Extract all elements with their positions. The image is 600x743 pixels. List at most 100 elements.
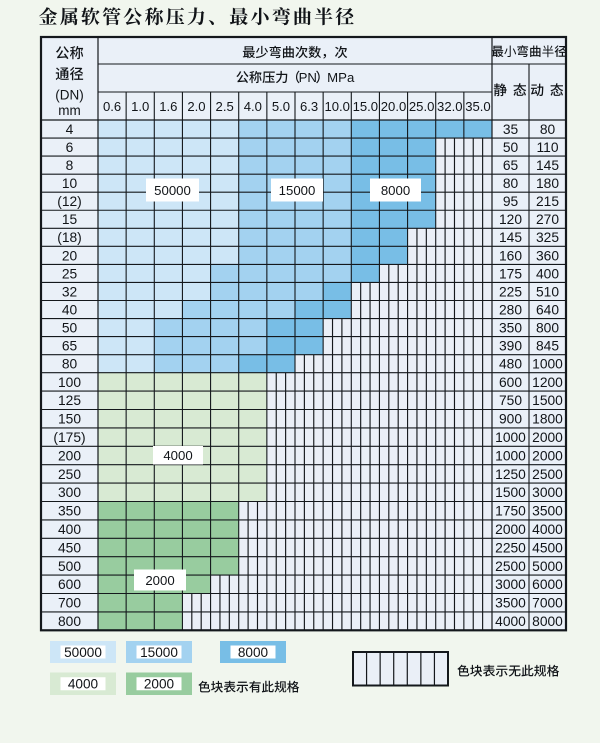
svg-text:4.0: 4.0 [244, 99, 262, 114]
svg-text:25.0: 25.0 [409, 99, 434, 114]
svg-text:350: 350 [58, 504, 81, 519]
svg-text:6.3: 6.3 [300, 99, 318, 114]
svg-text:50000: 50000 [154, 183, 191, 198]
svg-text:公称压力（PN）MPa: 公称压力（PN）MPa [236, 67, 355, 86]
svg-text:600: 600 [499, 375, 522, 390]
svg-text:2500: 2500 [495, 559, 526, 574]
svg-text:80: 80 [62, 357, 78, 372]
svg-text:80: 80 [540, 122, 556, 137]
svg-text:1000: 1000 [532, 357, 563, 372]
svg-text:1.6: 1.6 [159, 99, 177, 114]
svg-text:150: 150 [58, 412, 81, 427]
svg-text:通径: 通径 [55, 64, 83, 84]
svg-text:25: 25 [62, 266, 78, 281]
svg-text:5.0: 5.0 [272, 99, 290, 114]
svg-text:2000: 2000 [495, 522, 526, 537]
svg-text:2000: 2000 [532, 448, 563, 463]
svg-text:700: 700 [58, 596, 81, 611]
svg-text:8000: 8000 [238, 645, 269, 660]
svg-text:510: 510 [536, 284, 559, 299]
svg-text:160: 160 [499, 248, 522, 263]
svg-text:mm: mm [58, 103, 81, 118]
svg-text:15000: 15000 [279, 183, 316, 198]
svg-text:6: 6 [66, 140, 74, 155]
svg-text:1250: 1250 [495, 467, 526, 482]
svg-text:5000: 5000 [532, 559, 563, 574]
svg-text:50: 50 [62, 320, 78, 335]
svg-text:270: 270 [536, 212, 559, 227]
svg-text:2500: 2500 [532, 467, 563, 482]
svg-text:(175): (175) [53, 430, 85, 445]
svg-text:35.0: 35.0 [465, 99, 490, 114]
svg-text:65: 65 [503, 158, 519, 173]
svg-text:2000: 2000 [532, 430, 563, 445]
svg-text:32: 32 [62, 284, 77, 299]
svg-text:4000: 4000 [532, 522, 563, 537]
svg-text:0.6: 0.6 [103, 99, 121, 114]
svg-text:50: 50 [503, 140, 519, 155]
svg-text:800: 800 [58, 614, 81, 629]
svg-text:250: 250 [58, 467, 81, 482]
svg-text:8000: 8000 [381, 183, 410, 198]
svg-text:80: 80 [503, 176, 519, 191]
svg-text:360: 360 [536, 248, 559, 263]
svg-text:325: 325 [536, 230, 559, 245]
svg-text:180: 180 [536, 176, 559, 191]
svg-text:2.5: 2.5 [216, 99, 234, 114]
svg-text:125: 125 [58, 393, 81, 408]
svg-text:175: 175 [499, 266, 522, 281]
svg-text:8000: 8000 [532, 614, 563, 629]
svg-text:8: 8 [66, 158, 74, 173]
svg-text:7000: 7000 [532, 596, 563, 611]
svg-text:215: 215 [536, 194, 559, 209]
svg-text:最小弯曲半径: 最小弯曲半径 [491, 41, 567, 60]
svg-text:3000: 3000 [532, 485, 563, 500]
svg-text:4000: 4000 [68, 677, 99, 692]
svg-text:280: 280 [499, 302, 522, 317]
svg-text:800: 800 [536, 320, 559, 335]
svg-text:400: 400 [58, 522, 81, 537]
svg-text:480: 480 [499, 357, 522, 372]
svg-text:300: 300 [58, 485, 81, 500]
svg-text:15.0: 15.0 [353, 99, 378, 114]
svg-text:3000: 3000 [495, 577, 526, 592]
svg-text:225: 225 [499, 284, 522, 299]
svg-text:20.0: 20.0 [381, 99, 406, 114]
svg-text:2000: 2000 [144, 677, 175, 692]
svg-text:1500: 1500 [532, 393, 563, 408]
svg-text:640: 640 [536, 302, 559, 317]
svg-text:500: 500 [58, 559, 81, 574]
svg-text:15: 15 [62, 212, 78, 227]
svg-text:1.0: 1.0 [131, 99, 149, 114]
svg-text:145: 145 [499, 230, 522, 245]
svg-text:32.0: 32.0 [437, 99, 462, 114]
svg-text:600: 600 [58, 577, 81, 592]
svg-text:色块表示有此规格: 色块表示有此规格 [198, 677, 300, 696]
svg-text:2.0: 2.0 [187, 99, 205, 114]
svg-text:1000: 1000 [495, 430, 526, 445]
svg-text:1200: 1200 [532, 375, 563, 390]
svg-text:6000: 6000 [532, 577, 563, 592]
svg-text:145: 145 [536, 158, 559, 173]
svg-text:10.0: 10.0 [324, 99, 349, 114]
svg-text:20: 20 [62, 248, 78, 263]
svg-text:35: 35 [503, 122, 519, 137]
svg-text:2000: 2000 [145, 573, 174, 588]
svg-text:1800: 1800 [532, 412, 563, 427]
svg-text:50000: 50000 [64, 645, 102, 660]
svg-text:(12): (12) [57, 194, 82, 209]
svg-text:静 态: 静 态 [493, 79, 527, 99]
svg-text:390: 390 [499, 339, 522, 354]
svg-text:(DN): (DN) [55, 88, 84, 103]
svg-text:400: 400 [536, 266, 559, 281]
svg-text:3500: 3500 [532, 504, 563, 519]
svg-text:845: 845 [536, 339, 559, 354]
svg-text:100: 100 [58, 375, 81, 390]
svg-text:900: 900 [499, 412, 522, 427]
svg-text:15000: 15000 [140, 645, 178, 660]
svg-text:4: 4 [66, 122, 74, 137]
svg-text:110: 110 [537, 140, 559, 155]
svg-text:公称: 公称 [55, 43, 83, 63]
svg-text:1750: 1750 [495, 504, 526, 519]
svg-text:10: 10 [62, 176, 78, 191]
